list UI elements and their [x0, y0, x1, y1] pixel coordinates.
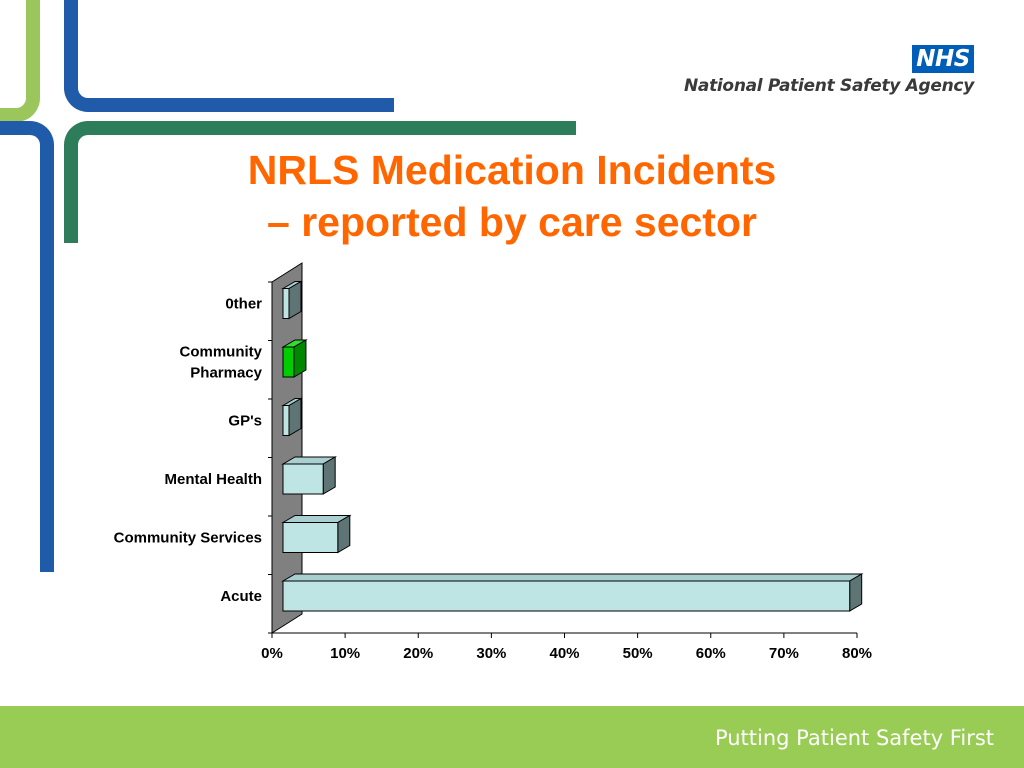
bar-side-face — [288, 397, 302, 437]
bar — [281, 397, 303, 437]
org-name: National Patient Safety Agency — [683, 76, 974, 96]
x-tick-label: 0% — [261, 645, 283, 662]
x-tick-label: 30% — [476, 645, 506, 662]
category-label: GP's — [228, 413, 262, 430]
bar-front-face — [282, 463, 324, 495]
bar-side-face — [288, 280, 302, 320]
x-tick-label: 60% — [696, 645, 726, 662]
bar-side-face — [337, 514, 351, 554]
x-tick-label: 20% — [403, 645, 433, 662]
bar-front-face — [282, 522, 339, 553]
slide-title: NRLS Medication Incidents – reported by … — [150, 144, 874, 248]
category-label: Acute — [220, 588, 262, 605]
bar-side-face — [849, 573, 863, 612]
bar — [281, 339, 308, 378]
nhs-logo: NHS — [912, 45, 974, 73]
x-tick-label: 40% — [549, 645, 579, 662]
bar-front-face — [282, 288, 290, 319]
category-label: Pharmacy — [190, 365, 262, 382]
x-tick-label: 80% — [842, 645, 872, 662]
bar-front-face — [282, 405, 290, 436]
slide-title-line1: NRLS Medication Incidents — [247, 147, 777, 193]
bar — [281, 456, 338, 495]
category-label: Community Services — [114, 530, 262, 547]
decor-green-corner — [64, 121, 576, 243]
category-label: Community — [180, 344, 263, 361]
bar — [281, 514, 352, 554]
bar-top-face — [281, 573, 864, 582]
bar — [281, 280, 303, 320]
bar-front-face — [282, 346, 295, 378]
bar-chart: Acute Community Services Mental Health GP's… — [114, 262, 872, 662]
bar-side-face — [293, 339, 307, 378]
bar-front-face — [282, 580, 851, 612]
bar-side-face — [322, 456, 336, 495]
footer-bar: Putting Patient Safety First — [0, 706, 1024, 768]
decor-blue-vertical — [64, 0, 394, 112]
decor-blue-corner — [0, 121, 54, 572]
footer-tagline: Putting Patient Safety First — [714, 726, 994, 750]
bar — [281, 573, 864, 612]
slide-title-line2: – reported by care sector — [267, 199, 757, 245]
category-label: 0ther — [225, 296, 262, 313]
x-tick-label: 70% — [769, 645, 799, 662]
x-tick-label: 10% — [330, 645, 360, 662]
x-tick-label: 50% — [623, 645, 653, 662]
category-label: Mental Health — [164, 471, 262, 488]
